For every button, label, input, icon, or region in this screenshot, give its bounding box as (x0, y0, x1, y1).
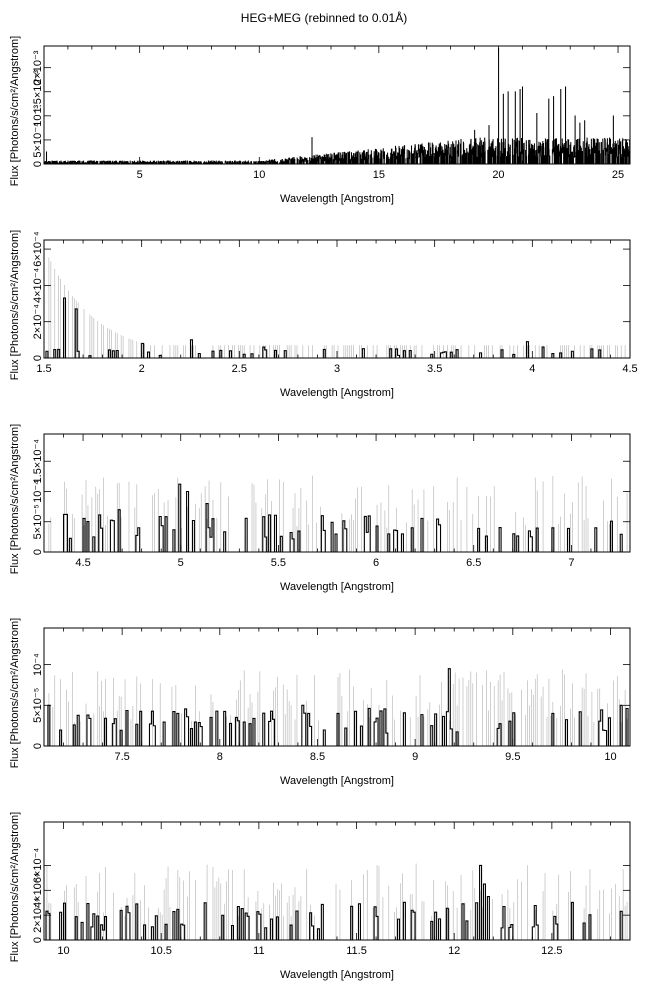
spectrum-histogram (44, 483, 630, 552)
plot-area (44, 475, 630, 552)
y-tick-label: 0 (32, 743, 44, 749)
y-tick-label: 2×10⁻⁴ (32, 304, 44, 340)
x-tick-label: 11 (253, 945, 264, 957)
error-bars (48, 669, 628, 746)
x-tick-label: 2 (139, 363, 145, 375)
x-tick-label: 10.5 (150, 945, 171, 957)
x-tick-label: 20 (492, 169, 504, 181)
plot-frame (43, 45, 631, 165)
x-tick-label: 9 (412, 751, 418, 763)
x-tick-label: 8 (217, 751, 223, 763)
y-tick-label: 4×10⁻⁴ (32, 872, 44, 908)
y-tick-label: 0 (32, 161, 44, 167)
y-axis-label: Flux [Photons/s/cm²/Angstrom] (9, 230, 21, 380)
error-bars (46, 863, 628, 940)
x-tick-label: 6.5 (466, 557, 481, 569)
x-tick-label: 3.5 (427, 363, 442, 375)
x-tick-label: 15 (373, 169, 385, 181)
y-tick-label: 2×10⁻³ (32, 50, 44, 85)
y-tick-label: 10⁻⁴ (32, 480, 44, 503)
panel-4: 7.5 8 8.5 9 9.5 10 0 5×10⁻⁵ 10⁻⁴ Wavelength [Angs… (9, 618, 631, 787)
x-tick-label: 4.5 (622, 363, 637, 375)
x-tick-label: 7 (568, 557, 574, 569)
panel-5: 10 10.5 11 11.5 12 12.5 0 2×10⁻⁴4×10⁻⁴6×10⁻⁴ Wav… (9, 812, 631, 981)
y-axis-label: Flux [Photons/s/cm²/Angstrom] (9, 812, 21, 962)
plot-area (44, 863, 630, 940)
x-tick-label: 7.5 (114, 751, 129, 763)
x-axis-label: Wavelength [Angstrom] (280, 775, 394, 787)
x-tick-label: 10 (604, 751, 616, 763)
y-tick-label: 5×10⁻⁵ (32, 504, 44, 539)
x-axis-label: Wavelength [Angstrom] (280, 387, 394, 399)
y-tick-label: 6×10⁻⁴ (32, 848, 44, 884)
panel-2: 1.5 2 2.5 3 3.5 4 4.5 0 2×10⁻⁴4×10⁻⁴6×10⁻⁴ Wavele… (9, 230, 638, 399)
spectrum-histogram (44, 668, 630, 746)
y-tick-label: 1.5×10⁻⁴ (32, 439, 44, 484)
x-tick-label: 9.5 (505, 751, 520, 763)
y-tick-label: 0 (32, 937, 44, 943)
plot-frame (43, 821, 631, 941)
x-tick-label: 5.5 (271, 557, 286, 569)
x-tick-label: 12 (448, 945, 460, 957)
x-tick-label: 10 (57, 945, 69, 957)
y-axis-label: Flux [Photons/s/cm²/Angstrom] (9, 424, 21, 574)
x-tick-label: 12.5 (541, 945, 562, 957)
y-axis-label: Flux [Photons/s/cm²/Angstrom] (9, 36, 21, 186)
x-tick-label: 10 (253, 169, 265, 181)
y-tick-label: 4×10⁻⁴ (32, 267, 44, 303)
y-tick-label: 6×10⁻⁴ (32, 231, 44, 267)
x-tick-label: 1.5 (36, 363, 51, 375)
spectrum-histogram (44, 48, 630, 164)
y-tick-label: 2×10⁻⁴ (32, 897, 44, 933)
y-tick-label: 5×10⁻⁵ (32, 688, 44, 723)
x-tick-label: 5 (178, 557, 184, 569)
error-bars (48, 257, 626, 358)
x-tick-label: 6 (373, 557, 379, 569)
x-axis-label: Wavelength [Angstrom] (280, 581, 394, 593)
y-tick-label: 1.5×10⁻³ (32, 70, 44, 114)
plot-area (44, 257, 630, 358)
spectrum-histogram (44, 297, 630, 358)
x-tick-label: 2.5 (232, 363, 247, 375)
x-tick-label: 11.5 (346, 945, 367, 957)
y-tick-label: 0 (32, 549, 44, 555)
y-axis-label: Flux [Photons/s/cm²/Angstrom] (9, 618, 21, 768)
error-bars (48, 475, 628, 552)
x-tick-label: 25 (612, 169, 624, 181)
figure-title: HEG+MEG (rebinned to 0.01Å) (240, 11, 408, 25)
y-tick-label: 0 (32, 355, 44, 361)
x-tick-label: 5 (137, 169, 143, 181)
panel-1: 5 10 15 20 25 0 5×10⁻⁴10⁻³1.5×10⁻³2×10⁻³ Wavele… (9, 36, 631, 205)
spectrum-histogram (44, 864, 630, 940)
panel-3: 4.5 5 5.5 6 6.5 7 0 5×10⁻⁵10⁻⁴1.5×10⁻⁴ Wavelengt… (9, 424, 631, 593)
y-tick-label: 5×10⁻⁴ (32, 122, 44, 158)
y-tick-label: 10⁻³ (32, 105, 44, 127)
plot-area (44, 48, 630, 164)
x-axis-label: Wavelength [Angstrom] (280, 969, 394, 981)
x-tick-label: 8.5 (310, 751, 325, 763)
y-tick-label: 10⁻⁴ (32, 653, 44, 676)
plot-frame (43, 239, 631, 359)
plot-area (44, 668, 630, 746)
x-tick-label: 3 (334, 363, 340, 375)
x-axis-label: Wavelength [Angstrom] (280, 193, 394, 205)
x-tick-label: 4.5 (75, 557, 90, 569)
x-tick-label: 4 (529, 363, 535, 375)
